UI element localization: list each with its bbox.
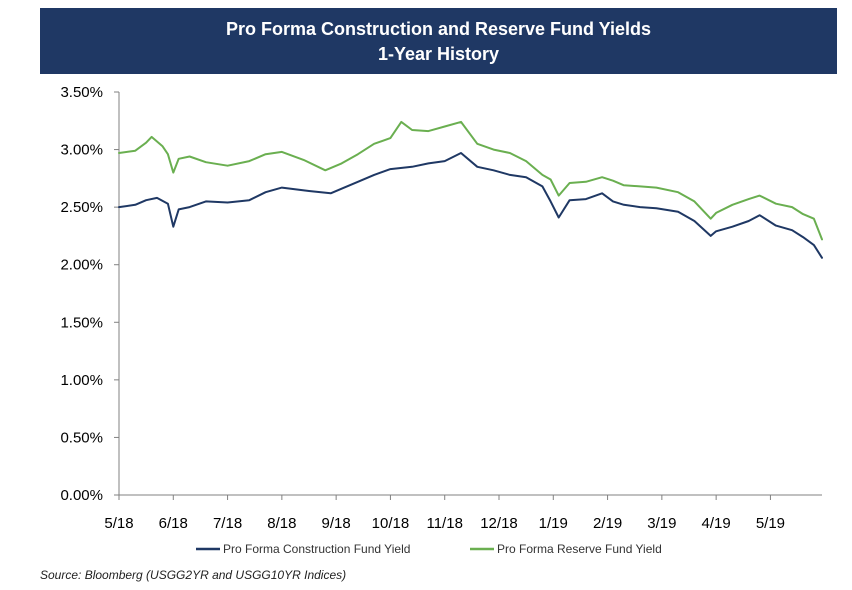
chart-subtitle: 1-Year History <box>377 44 500 64</box>
y-tick-label: 3.50% <box>60 84 103 101</box>
x-tick-label: 4/19 <box>702 515 731 532</box>
y-tick-label: 2.00% <box>60 257 103 274</box>
y-tick-label: 1.50% <box>60 314 103 331</box>
y-axis: 0.00% 0.50% 1.00% 1.50% 2.00% 2.50% 3.00% 3.50% <box>60 84 120 504</box>
series-line-reserve <box>118 120 823 241</box>
legend: Pro Forma Construction Fund Yield Pro For… <box>196 542 662 556</box>
x-tick-label: 9/18 <box>322 515 351 532</box>
series-layer <box>118 120 823 259</box>
source-note: Source: Bloomberg (USGG2YR and USGG10YR … <box>40 568 347 582</box>
x-tick-label: 5/18 <box>104 515 133 532</box>
legend-label-construction: Pro Forma Construction Fund Yield <box>223 542 410 556</box>
x-tick-label: 2/19 <box>593 515 622 532</box>
chart-title: Pro Forma Construction and Reserve Fund … <box>225 19 652 39</box>
x-tick-label: 1/19 <box>539 515 568 532</box>
y-tick-label: 1.00% <box>60 372 103 389</box>
x-tick-label: 7/18 <box>213 515 242 532</box>
x-tick-label: 5/19 <box>756 515 785 532</box>
x-tick-label: 11/18 <box>426 515 462 532</box>
x-tick-label: 3/19 <box>647 515 676 532</box>
x-tick-label: 8/18 <box>267 515 296 532</box>
x-tick-label: 10/18 <box>372 515 410 532</box>
x-axis: 5/18 6/18 7/18 8/18 9/18 10/18 11/18 12/18 1/19 2… <box>104 494 822 532</box>
y-tick-label: 3.00% <box>60 142 103 159</box>
y-tick-label: 2.50% <box>60 199 103 216</box>
x-tick-label: 6/18 <box>159 515 188 532</box>
legend-label-reserve: Pro Forma Reserve Fund Yield <box>497 542 662 556</box>
chart-title-box: Pro Forma Construction and Reserve Fund … <box>40 8 837 74</box>
series-line-construction <box>118 152 823 259</box>
y-tick-label: 0.00% <box>60 487 103 504</box>
y-tick-label: 0.50% <box>60 429 103 446</box>
x-tick-label: 12/18 <box>480 515 518 532</box>
